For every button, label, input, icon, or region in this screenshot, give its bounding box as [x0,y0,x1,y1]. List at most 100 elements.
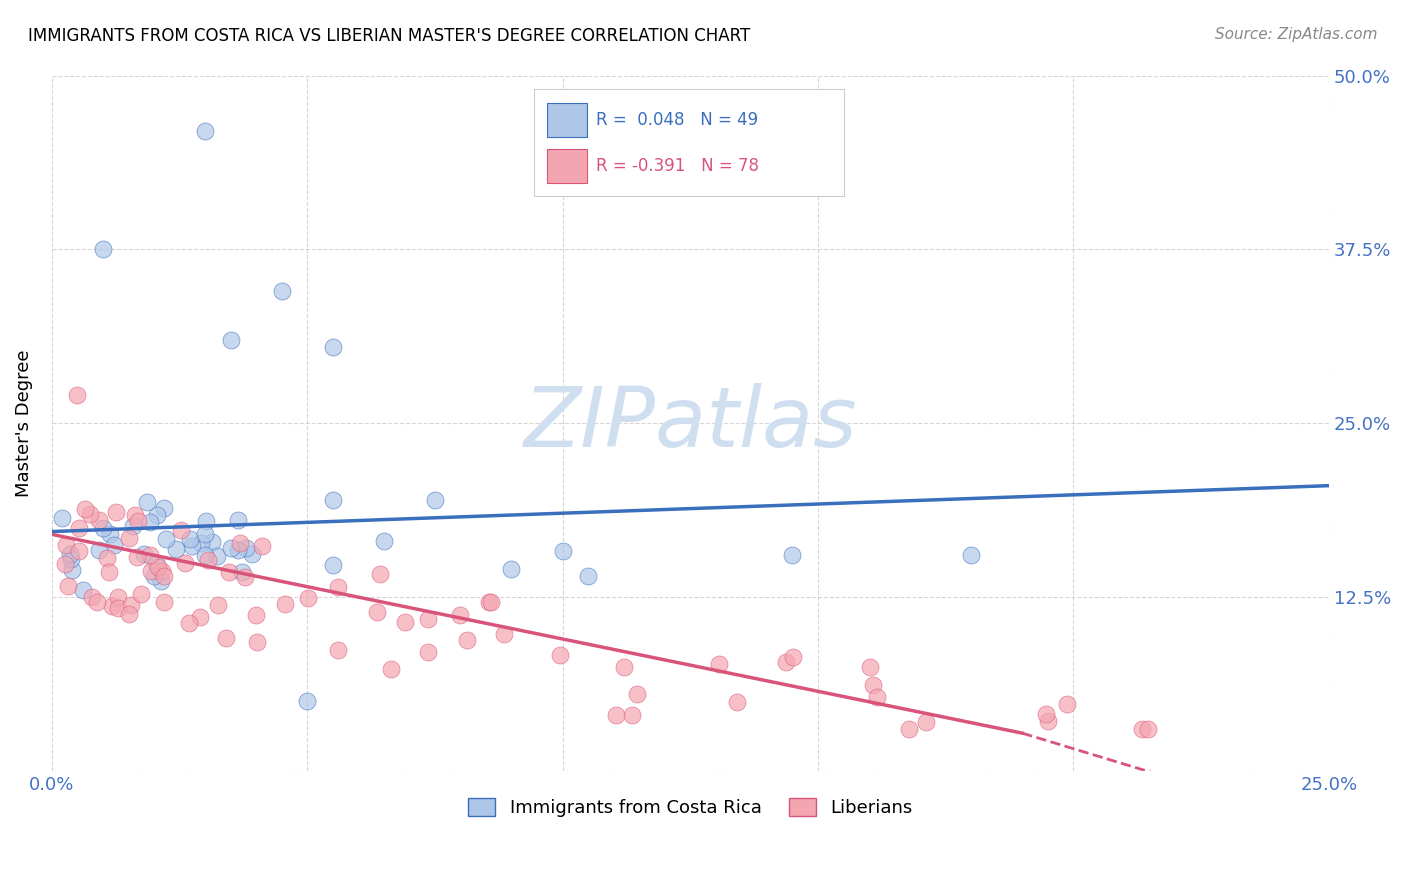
Point [782,650,804,665]
Point [55,538,77,552]
Point [98,565,121,579]
Point [201,535,224,549]
Point [194,527,217,541]
Point [190,536,212,550]
Point [235,541,257,556]
Point [145,556,167,570]
Point [960,548,983,562]
Point [105,505,128,519]
Point [775,655,797,669]
Point [219,333,242,347]
Point [418,645,440,659]
Point [270,284,292,298]
Point [240,547,263,561]
Point [322,340,344,354]
Point [98,527,121,541]
Point [89,542,111,557]
Point [373,534,395,549]
Point [195,514,218,528]
Point [1056,697,1078,711]
Point [576,569,599,583]
Point [274,597,297,611]
Point [501,562,523,576]
Point [215,631,238,645]
Point [326,642,349,657]
Point [228,536,250,550]
Text: Source: ZipAtlas.com: Source: ZipAtlas.com [1215,27,1378,42]
Point [551,544,574,558]
Point [250,539,273,553]
Point [170,523,193,537]
Point [51,511,73,525]
Point [613,660,636,674]
Point [148,560,170,574]
Point [416,612,439,626]
Point [118,531,141,545]
Point [79,508,101,522]
Point [862,678,884,692]
Point [141,564,163,578]
Point [67,521,90,535]
Point [620,708,643,723]
Point [368,567,391,582]
Point [246,635,269,649]
Point [73,502,96,516]
Point [548,648,571,662]
Point [707,657,730,671]
Point [67,544,90,558]
Point [127,514,149,528]
Point [153,595,176,609]
Point [1136,722,1159,736]
Point [226,513,249,527]
Point [174,556,197,570]
Point [218,565,240,579]
Point [478,595,501,609]
Bar [547,103,586,137]
Point [605,708,627,723]
Text: ZIPatlas: ZIPatlas [523,383,858,464]
Point [322,492,344,507]
Point [205,549,228,563]
Point [53,558,76,572]
Point [297,591,319,606]
Point [295,694,318,708]
Point [66,388,89,402]
Point [60,552,83,566]
Point [96,551,118,566]
Point [107,590,129,604]
Point [449,607,471,622]
Point [139,515,162,529]
Point [86,595,108,609]
Point [219,541,242,556]
Point [494,627,516,641]
Text: R =  0.048   N = 49: R = 0.048 N = 49 [596,112,758,129]
Legend: Immigrants from Costa Rica, Liberians: Immigrants from Costa Rica, Liberians [461,790,920,824]
Point [118,607,141,621]
Point [915,714,938,729]
Point [107,601,129,615]
Point [194,548,217,562]
Point [152,564,174,578]
Point [859,660,882,674]
Text: R = -0.391   N = 78: R = -0.391 N = 78 [596,157,759,175]
Point [129,587,152,601]
Point [328,580,350,594]
Point [91,521,114,535]
Point [181,539,204,553]
Point [153,501,176,516]
Point [121,519,143,533]
Point [1130,722,1153,736]
Point [322,558,344,572]
Point [782,548,804,562]
Text: IMMIGRANTS FROM COSTA RICA VS LIBERIAN MASTER'S DEGREE CORRELATION CHART: IMMIGRANTS FROM COSTA RICA VS LIBERIAN M… [28,27,751,45]
Point [56,579,79,593]
Point [87,512,110,526]
Point [142,569,165,583]
Point [366,606,388,620]
Point [91,242,114,256]
Point [124,508,146,522]
Point [145,508,167,523]
Point [120,598,142,612]
Point [423,492,446,507]
Point [394,615,416,629]
